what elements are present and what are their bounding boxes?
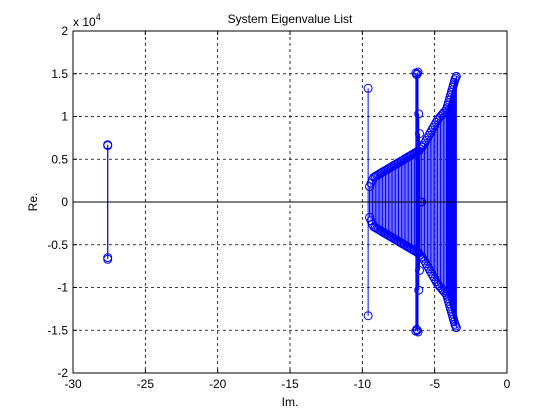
x-tick-label: -15	[281, 377, 299, 391]
eigenvalue-point	[103, 254, 113, 264]
scale-multiplier-exponent: 4	[96, 12, 101, 22]
eigenvalue-point	[451, 323, 461, 333]
y-tick-label: 0.5	[51, 152, 68, 166]
scale-multiplier-prefix: x 10	[73, 15, 96, 29]
x-tick-label: -30	[64, 377, 82, 391]
eigenvalue-point	[421, 259, 431, 269]
eigenvalue-point	[428, 271, 438, 281]
eigenvalue-point	[414, 265, 424, 275]
eigenvalue-point	[428, 123, 438, 133]
eigenvalue-point	[418, 253, 428, 263]
eigenvalue-point	[363, 83, 373, 93]
y-tick-label: 2	[61, 24, 68, 38]
eigenvalue-point	[427, 125, 437, 135]
series-markers	[103, 67, 461, 337]
eigenvalue-point	[418, 141, 428, 151]
eigenvalue-point	[420, 138, 430, 148]
eigenvalue-point	[412, 324, 422, 334]
chart-title: System Eigenvalue List	[228, 12, 353, 26]
eigenvalue-point	[409, 148, 419, 158]
y-tick-label: -1.5	[47, 323, 68, 337]
y-tick-label: 1	[61, 110, 68, 124]
tick-marks	[72, 30, 508, 374]
eigenvalue-point	[103, 140, 113, 150]
eigenvalue-point	[425, 128, 435, 138]
eigenvalue-point	[409, 246, 419, 256]
eigenvalue-point	[430, 120, 440, 130]
eigenvalue-point	[427, 269, 437, 279]
eigenvalue-point	[414, 109, 424, 119]
y-tick-label: 1.5	[51, 67, 68, 81]
x-tick-label: -25	[137, 377, 155, 391]
x-axis-title: Im.	[282, 395, 299, 409]
eigenvalue-point	[413, 327, 423, 337]
x-tick-label: -5	[429, 377, 440, 391]
eigenvalue-point	[412, 70, 422, 80]
x-tick-label: -20	[209, 377, 227, 391]
x-tick-label: -10	[354, 377, 372, 391]
eigenvalue-point	[413, 67, 423, 77]
eigenvalue-point	[421, 135, 431, 145]
y-axis-title: Re.	[26, 193, 40, 212]
x-tick-label: 0	[504, 377, 511, 391]
y-tick-label: -0.5	[47, 238, 68, 252]
eigenvalue-point	[424, 130, 434, 140]
eigenvalue-point	[420, 256, 430, 266]
y-tick-label: -2	[57, 366, 68, 380]
x-tick-labels: -30 -25 -20 -15 -10 -5 0	[64, 377, 510, 391]
scale-multiplier: x 104	[73, 12, 101, 29]
y-tick-label: 0	[61, 195, 68, 209]
y-tick-labels: -2 -1.5 -1 -0.5 0 0.5 1 1.5 2	[47, 24, 68, 380]
eigenvalue-point	[430, 274, 440, 284]
eigenvalue-point	[414, 285, 424, 295]
y-tick-label: -1	[57, 281, 68, 295]
eigenvalue-point	[422, 261, 432, 271]
eigenvalue-point	[425, 266, 435, 276]
eigenvalue-point	[451, 71, 461, 81]
eigenvalue-point	[424, 264, 434, 274]
eigenvalue-point	[414, 129, 424, 139]
eigenvalue-point	[363, 311, 373, 321]
eigenvalue-point	[422, 133, 432, 143]
